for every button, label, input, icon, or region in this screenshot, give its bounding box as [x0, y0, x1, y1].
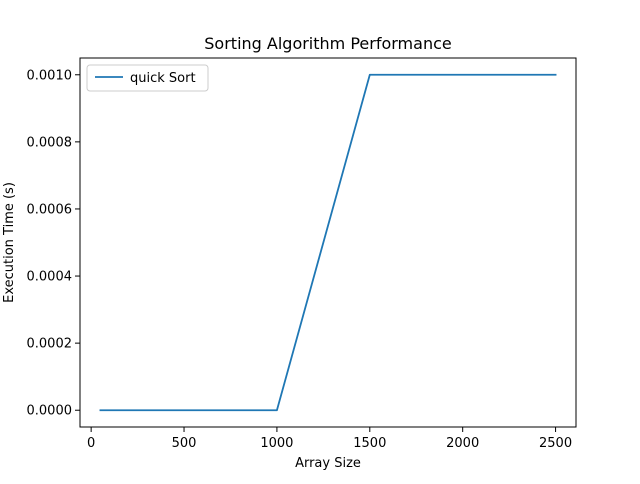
y-tick-label: 0.0002	[27, 337, 73, 352]
x-tick-label: 500	[172, 436, 197, 451]
legend: quick Sort	[87, 65, 208, 91]
y-tick-label: 0.0004	[27, 270, 73, 285]
legend-label-quick-sort: quick Sort	[130, 71, 196, 86]
y-tick-label: 0.0006	[27, 202, 73, 217]
chart-title: Sorting Algorithm Performance	[204, 34, 451, 53]
x-tick-label: 2000	[446, 436, 479, 451]
y-tick-label: 0.0010	[27, 68, 73, 83]
y-axis-label: Execution Time (s)	[2, 182, 17, 303]
x-tick-label: 1500	[353, 436, 386, 451]
x-tick-label: 0	[87, 436, 95, 451]
y-tick-label: 0.0000	[27, 404, 73, 419]
x-axis-label: Array Size	[295, 456, 361, 471]
x-tick-label: 1000	[260, 436, 293, 451]
y-tick-label: 0.0008	[27, 135, 73, 150]
x-tick-label: 2500	[539, 436, 572, 451]
